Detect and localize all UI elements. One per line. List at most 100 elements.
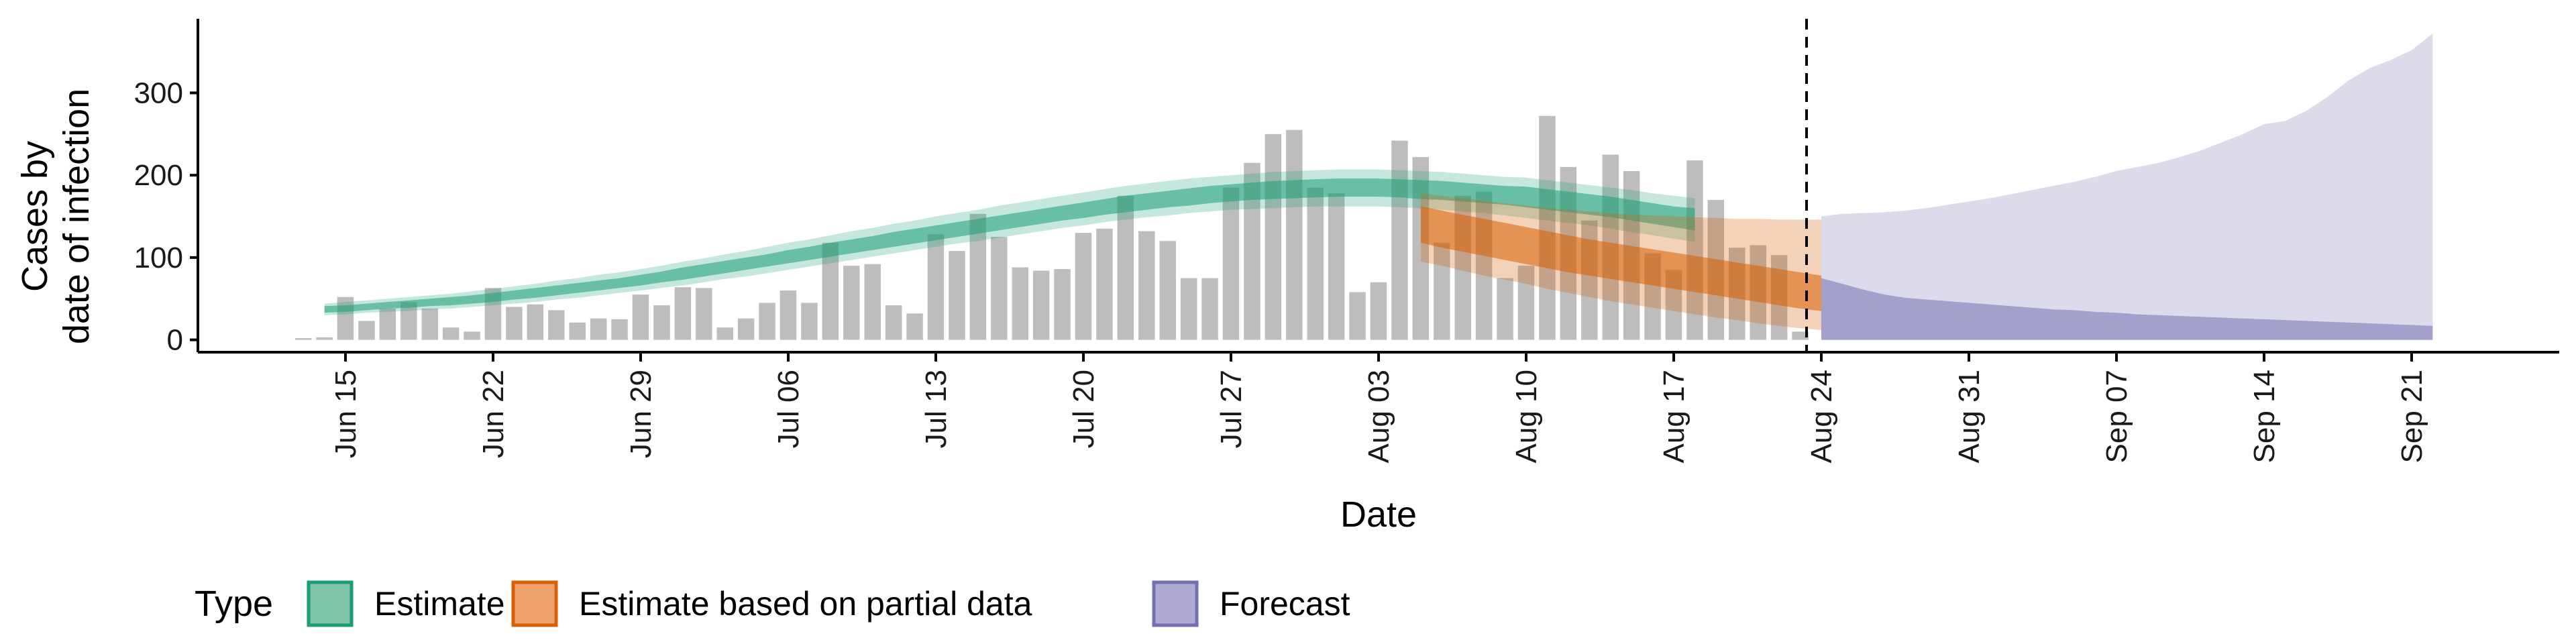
bar-12 [548, 310, 565, 340]
x-axis-title: Date [1340, 494, 1417, 535]
bar-49 [1328, 193, 1345, 340]
bar-26 [843, 266, 860, 340]
bar-7 [442, 327, 460, 340]
y-axis-ticks: 0 100 200 300 [134, 76, 198, 357]
bar-16 [632, 294, 649, 340]
partial-inner-band [1420, 206, 1821, 311]
bar-39 [1117, 195, 1134, 340]
bar-4 [379, 309, 396, 340]
bar-47 [1286, 129, 1303, 340]
bar-44 [1222, 187, 1240, 340]
bar-52 [1391, 140, 1408, 340]
y-tick-label-300: 300 [134, 76, 183, 109]
bar-35 [1032, 270, 1050, 340]
forecast-outer-band [1821, 34, 2433, 340]
x-tick-label-2020-06-22: Jun 22 [477, 370, 510, 458]
forecast-inner-band [1821, 278, 2433, 340]
legend-label-3: Forecast [1220, 585, 1350, 623]
bar-28 [885, 305, 902, 340]
x-tick-label-2020-06-29: Jun 29 [625, 370, 657, 458]
bar-0 [294, 338, 312, 340]
bar-11 [527, 304, 544, 340]
bar-14 [590, 318, 607, 340]
bar-15 [611, 319, 628, 340]
x-tick-label-2020-07-27: Jul 27 [1215, 370, 1248, 448]
bar-43 [1201, 278, 1218, 340]
bar-38 [1096, 228, 1113, 340]
bar-20 [716, 327, 733, 340]
bar-54 [1434, 242, 1450, 340]
y-axis-title-line-2: date of infection [56, 89, 97, 344]
legend-key-3 [1152, 580, 1199, 627]
bar-36 [1054, 269, 1071, 340]
bar-5 [400, 302, 417, 340]
bar-57 [1497, 278, 1513, 340]
axes-layer: 0 100 200 300 Jun 15 Jun 22 Jun 29 Jul 06 Jul 1… [134, 19, 2559, 463]
y-tick-label-200: 200 [134, 159, 183, 192]
legend-items: Estimate Estimate based on partial data Fo… [307, 580, 1350, 627]
bar-32 [969, 213, 987, 340]
bar-27 [864, 264, 881, 340]
bar-13 [569, 322, 586, 340]
bar-51 [1370, 282, 1387, 340]
bar-30 [927, 234, 945, 340]
x-tick-label-2020-08-24: Aug 24 [1805, 370, 1838, 463]
x-tick-label-2020-08-17: Aug 17 [1658, 370, 1690, 463]
bar-24 [801, 303, 818, 340]
x-tick-label-2020-08-10: Aug 10 [1510, 370, 1543, 463]
legend-key-1 [307, 580, 354, 627]
x-tick-label-2020-06-15: Jun 15 [329, 370, 362, 458]
x-tick-label-2020-09-21: Sep 21 [2396, 370, 2428, 463]
bar-29 [906, 313, 923, 340]
legend-label-1: Estimate [374, 585, 505, 623]
x-axis-ticks: Jun 15 Jun 22 Jun 29 Jul 06 Jul 13 Jul 20 Jul … [329, 352, 2428, 463]
bar-1 [316, 337, 333, 340]
y-tick-label-100: 100 [134, 241, 183, 274]
bar-8 [464, 331, 480, 340]
bar-3 [358, 321, 375, 340]
legend: Type Estimate Estimate based on partial d… [195, 580, 1350, 627]
bar-40 [1138, 231, 1155, 340]
y-axis-title: Cases by date of infection [15, 89, 97, 344]
x-tick-label-2020-07-20: Jul 20 [1067, 370, 1100, 448]
x-tick-label-2020-08-31: Aug 31 [1953, 370, 1986, 463]
x-tick-label-2020-09-14: Sep 14 [2248, 370, 2281, 463]
bar-33 [991, 237, 1008, 340]
bar-17 [653, 305, 670, 340]
x-tick-label-2020-08-03: Aug 03 [1362, 370, 1395, 463]
bar-18 [674, 287, 692, 340]
legend-label-2: Estimate based on partial data [579, 585, 1032, 623]
bar-59 [1539, 115, 1556, 340]
bar-34 [1012, 267, 1028, 340]
bar-2 [337, 297, 354, 340]
bars-layer [294, 115, 1809, 340]
x-tick-label-2020-09-07: Sep 07 [2100, 370, 2133, 463]
bar-6 [421, 309, 438, 340]
legend-key-2 [511, 580, 558, 627]
bar-22 [759, 303, 775, 340]
bar-46 [1265, 133, 1282, 340]
bar-48 [1307, 187, 1324, 340]
bar-71 [1792, 331, 1809, 340]
bar-10 [506, 307, 523, 340]
estimate-inner-band [324, 178, 1695, 313]
bar-23 [780, 290, 797, 340]
bar-31 [949, 251, 965, 340]
bar-19 [696, 288, 712, 340]
bar-41 [1159, 241, 1176, 340]
bar-37 [1075, 233, 1092, 340]
bar-58 [1517, 266, 1535, 340]
y-tick-label-0: 0 [167, 324, 183, 357]
bar-56 [1475, 191, 1493, 340]
ribbon-layer [324, 34, 2433, 340]
bar-66 [1686, 160, 1703, 340]
bar-50 [1349, 292, 1366, 340]
bar-21 [737, 318, 755, 340]
legend-title: Type [195, 584, 273, 624]
x-tick-label-2020-07-13: Jul 13 [920, 370, 953, 448]
bar-25 [822, 242, 839, 340]
bar-42 [1180, 278, 1197, 340]
x-tick-label-2020-07-06: Jul 06 [772, 370, 805, 448]
